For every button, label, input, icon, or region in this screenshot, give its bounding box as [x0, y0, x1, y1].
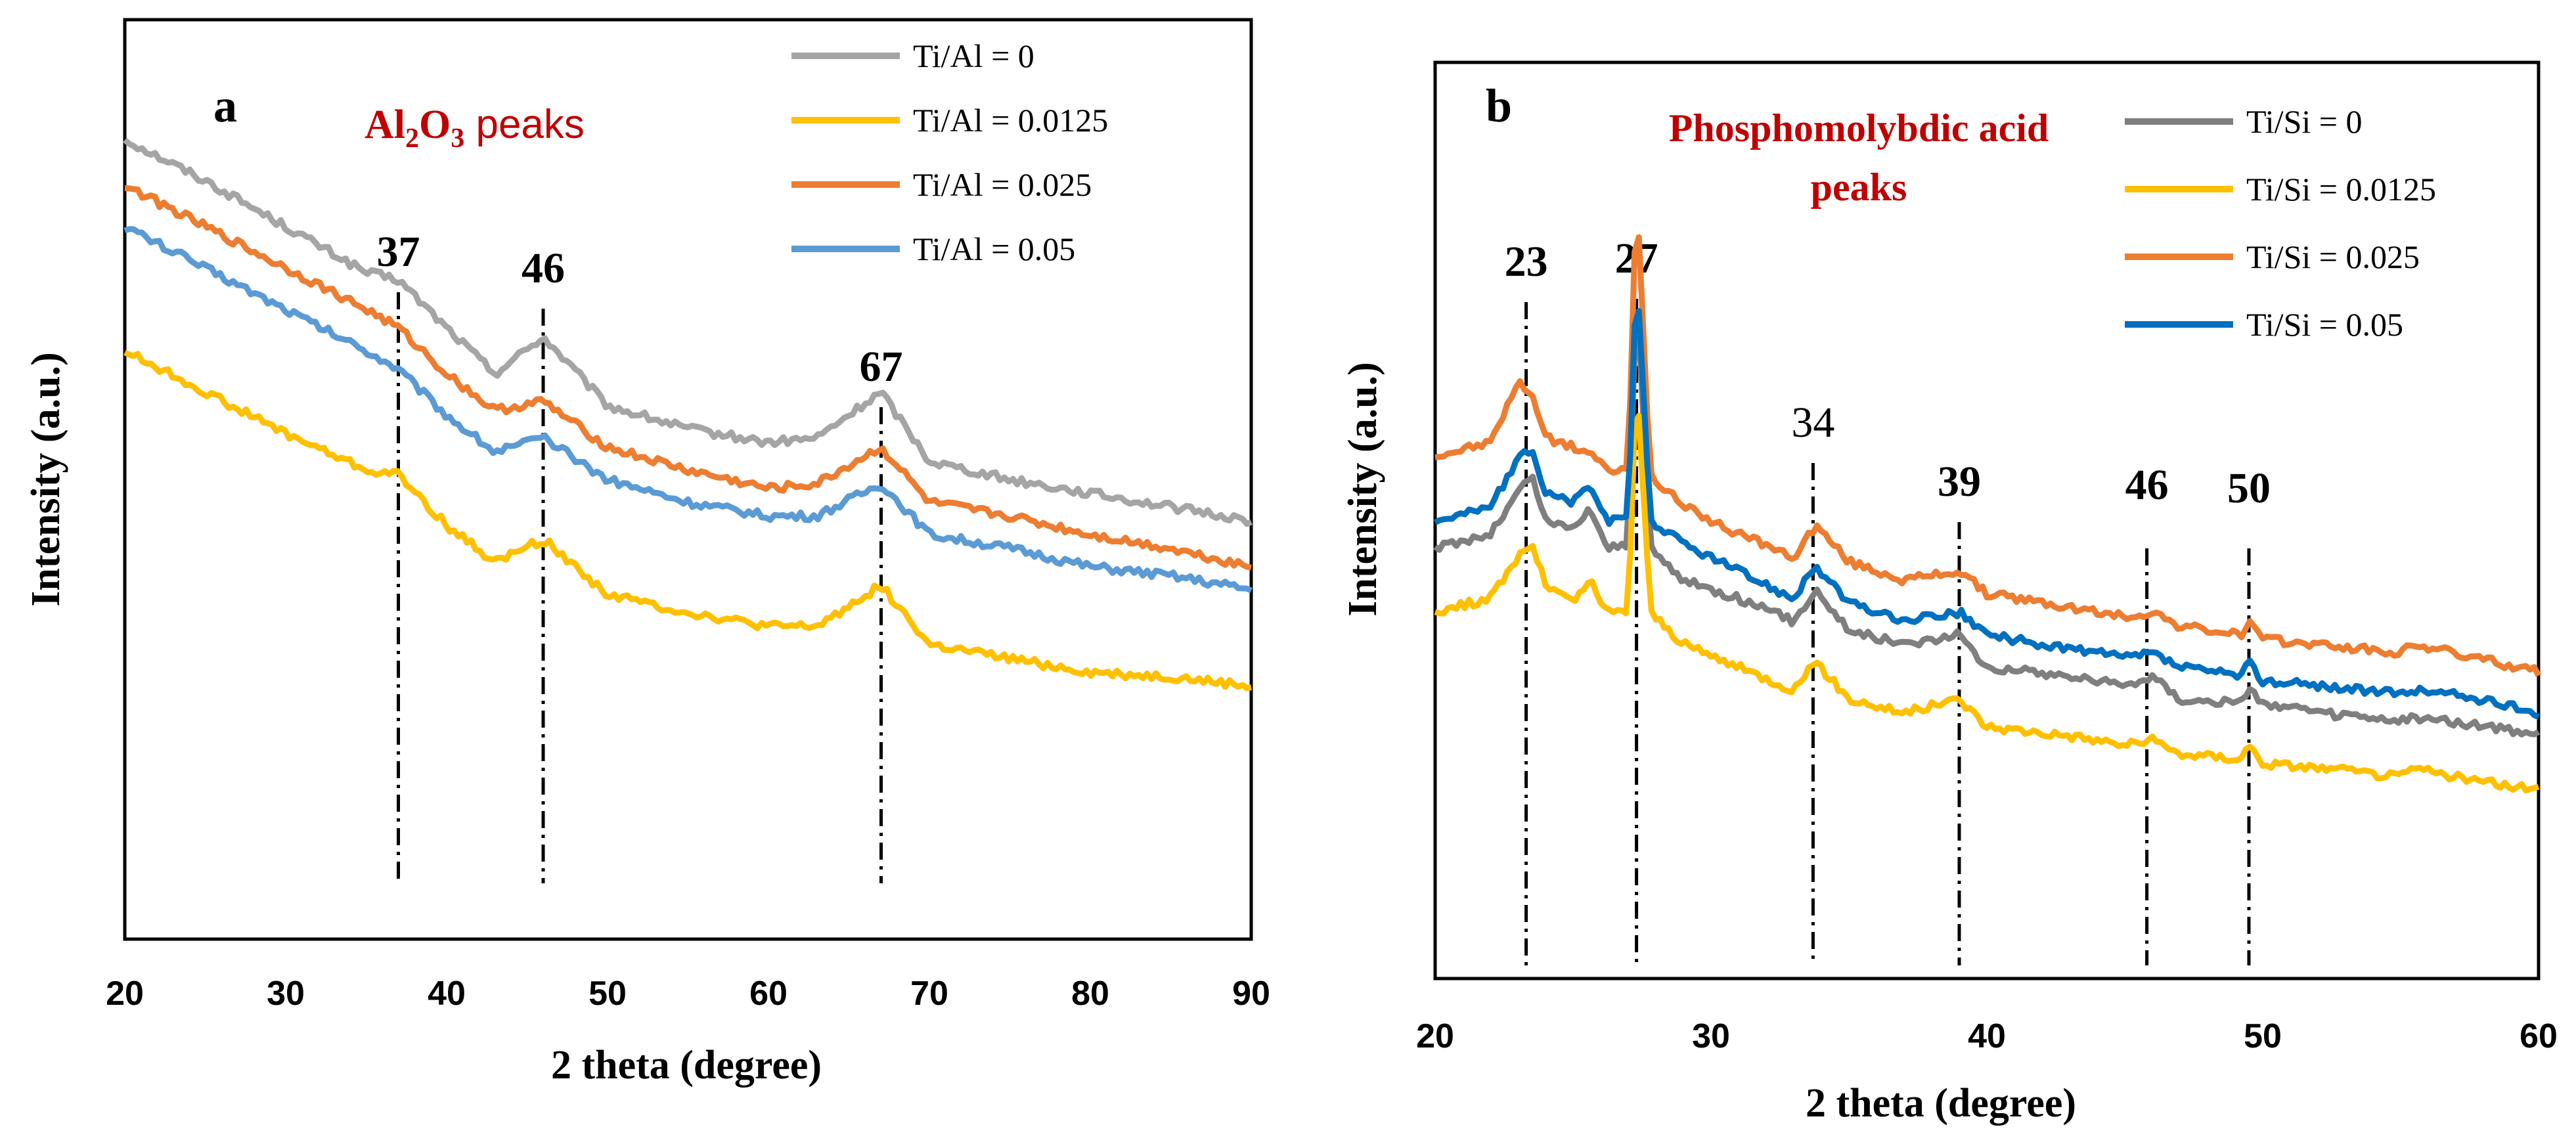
peak-label: 46	[522, 244, 565, 292]
peak-label: 23	[1505, 238, 1548, 286]
x-tick-label: 20	[1416, 1017, 1454, 1055]
panel-a-label: a	[213, 79, 237, 132]
series-line	[123, 349, 1252, 692]
x-tick-label: 70	[910, 975, 948, 1013]
series-line	[123, 137, 1253, 527]
x-tick-label: 60	[2520, 1017, 2558, 1055]
x-tick-label: 30	[1692, 1017, 1730, 1055]
panel-a-title: Al2O3 peaks	[365, 102, 585, 154]
panel-b-legend: Ti/Si = 0 Ti/Si = 0.0125 Ti/Si = 0.025 Ti/S…	[2125, 103, 2436, 343]
peak-label: 39	[1938, 458, 1981, 506]
panel-a-plot-frame	[123, 18, 1253, 941]
x-tick-label: 20	[106, 975, 144, 1013]
x-tick-label: 90	[1232, 975, 1270, 1013]
x-tick-label: 50	[2244, 1017, 2282, 1055]
legend-label: Ti/Al = 0.025	[913, 166, 1092, 203]
legend-label: Ti/Si = 0.0125	[2246, 171, 2436, 208]
series-line	[124, 185, 1252, 571]
panel-b-series	[1433, 234, 2542, 794]
panel-b-title-line-2: peaks	[1811, 165, 1907, 209]
legend-label: Ti/Al = 0.05	[913, 231, 1075, 267]
series-line	[1433, 328, 2541, 738]
panel-a-series	[123, 137, 1253, 692]
legend-label: Ti/Al = 0	[913, 37, 1034, 74]
x-tick-label: 50	[588, 975, 627, 1013]
peak-label: 50	[2227, 464, 2271, 512]
series-line	[1434, 234, 2542, 677]
panel-a-peak-markers: 37 46 67	[377, 228, 903, 883]
panel-b-y-axis-label: Intensity (a.u.)	[1341, 362, 1385, 617]
panel-a-x-axis-label: 2 theta (degree)	[551, 1043, 822, 1088]
peak-label: 46	[2125, 461, 2169, 509]
series-line	[123, 226, 1253, 594]
x-tick-label: 60	[749, 975, 788, 1013]
series-line	[1433, 308, 2540, 720]
legend-label: Ti/Al = 0.0125	[913, 102, 1108, 139]
peak-label: 67	[860, 343, 903, 391]
panel-a-x-tick-labels: 20 30 40 50 60 70 80 90	[106, 975, 1270, 1013]
x-tick-label: 40	[1968, 1017, 2006, 1055]
panel-b-title-line-1: Phosphomolybdic acid	[1669, 106, 2049, 150]
x-tick-label: 30	[267, 975, 305, 1013]
series-line	[1434, 412, 2540, 794]
x-tick-label: 80	[1071, 975, 1109, 1013]
peak-label: 37	[377, 228, 420, 276]
panel-b-label: b	[1486, 79, 1512, 132]
legend-label: Ti/Si = 0.05	[2246, 306, 2403, 343]
panel-b-x-tick-labels: 20 30 40 50 60	[1416, 1017, 2558, 1055]
panel-b-x-axis-label: 2 theta (degree)	[1806, 1081, 2076, 1126]
x-tick-label: 40	[428, 975, 466, 1013]
legend-label: Ti/Si = 0.025	[2246, 238, 2420, 275]
legend-label: Ti/Si = 0	[2246, 103, 2362, 140]
panel-a-legend: Ti/Al = 0 Ti/Al = 0.0125 Ti/Al = 0.025 Ti/A…	[791, 37, 1108, 267]
panel-a-y-axis-label: Intensity (a.u.)	[24, 352, 68, 607]
peak-label: 34	[1791, 399, 1834, 447]
